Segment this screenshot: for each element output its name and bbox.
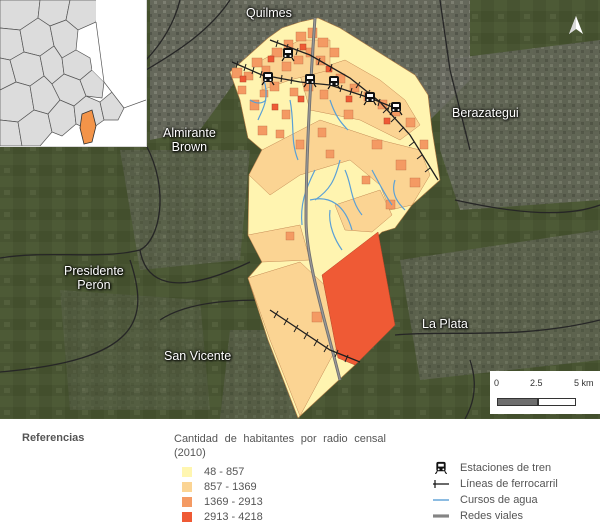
legend-class-label: 2913 - 4218 (204, 510, 263, 523)
label-berazategui: Berazategui (452, 106, 519, 120)
high-density-radius (321, 231, 396, 366)
road-network (304, 17, 342, 381)
legend-class-3: 1369 - 2913 (182, 495, 263, 508)
legend-swatch (182, 481, 192, 492)
train-station-icon (389, 102, 403, 116)
map-canvas (0, 0, 600, 419)
train-station-icon (261, 72, 275, 86)
legend-symbol-railway: Líneas de ferrocarril (432, 477, 558, 490)
legend-class-4: 2913 - 4218 (182, 510, 263, 523)
railway-ties (235, 39, 431, 363)
legend-symbol-water: Cursos de agua (432, 493, 538, 506)
train-stations (261, 48, 403, 116)
legend-symbol-label: Líneas de ferrocarril (460, 477, 558, 490)
train-station-icon (303, 74, 317, 88)
legend-title: Referencias (22, 432, 85, 444)
legend-symbol-label: Estaciones de tren (460, 461, 552, 474)
scale-label-0: 0 (494, 378, 500, 388)
scale-label-2-5: 2.5 (530, 378, 543, 388)
legend-swatch (182, 496, 192, 507)
train-station-icon (432, 461, 450, 474)
legend-swatch (182, 511, 192, 522)
scale-bar: 0 2.5 5 km (490, 371, 600, 414)
legend-symbol-label: Cursos de agua (460, 493, 538, 506)
legend-class-label: 857 - 1369 (204, 480, 257, 493)
legend-class-label: 48 - 857 (204, 465, 245, 478)
label-san-vicente: San Vicente (164, 349, 232, 363)
water-courses (249, 79, 406, 251)
legend-class-label: 1369 - 2913 (204, 495, 263, 508)
legend-classes-title: Cantidad de habitantes por radio censal … (174, 433, 386, 459)
train-station-icon (327, 76, 341, 90)
legend-symbol-label: Redes viales (460, 509, 523, 522)
legend-swatch (182, 466, 192, 477)
label-almirante-brown: Almirante Brown (163, 126, 216, 154)
legend-class-2: 857 - 1369 (182, 480, 257, 493)
inset-locator-map (0, 0, 147, 147)
label-presidente-peron: Presidente Perón (64, 264, 124, 292)
scale-label-5km: 5 km (574, 378, 594, 388)
inset-study-area (79, 109, 97, 145)
road-network-icon (432, 510, 450, 522)
legend-symbol-road: Redes viales (432, 509, 523, 522)
scale-segment-dark (497, 398, 538, 406)
label-la-plata: La Plata (422, 317, 468, 331)
label-quilmes: Quilmes (246, 6, 292, 20)
legend-symbol-train: Estaciones de tren (432, 461, 551, 474)
legend-class-1: 48 - 857 (182, 465, 244, 478)
scale-segment-light (538, 398, 576, 406)
railway-line-icon (432, 478, 450, 490)
municipal-borders (0, 0, 600, 419)
water-course-icon (432, 494, 450, 506)
train-station-icon (363, 92, 377, 106)
train-station-icon (281, 48, 295, 62)
north-arrow-icon (569, 16, 583, 34)
